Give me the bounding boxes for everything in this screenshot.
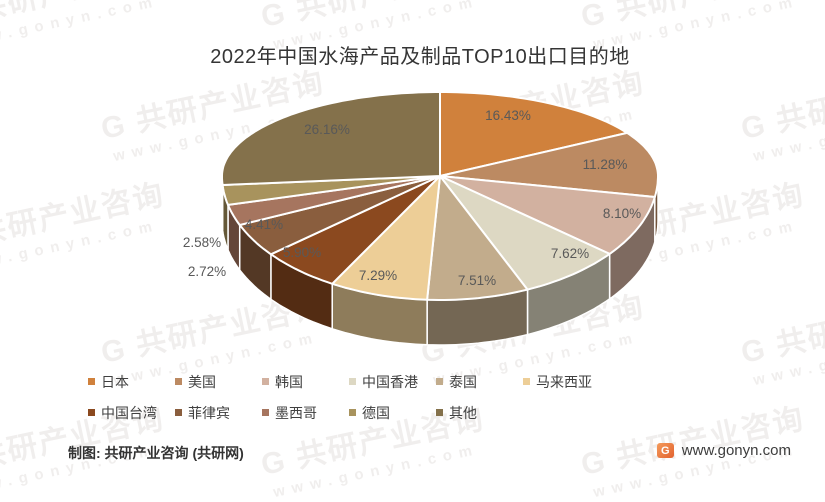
legend-label: 泰国 xyxy=(449,373,477,390)
legend-label: 菲律宾 xyxy=(188,404,230,421)
legend-swatch-icon xyxy=(175,378,182,385)
legend-item-0: 日本 xyxy=(88,372,175,392)
legend-item-7: 菲律宾 xyxy=(175,403,262,423)
pie-chart: 16.43% 11.28% 8.10% 7.62% 7.51% 7.29% 5.90%4.4… xyxy=(183,91,659,346)
legend-swatch-icon xyxy=(88,378,95,385)
pie-value-label-9: 2.58% xyxy=(183,235,221,250)
legend-item-2: 韩国 xyxy=(262,372,349,392)
legend-row: 日本 美国 韩国 中国香港 泰国 马来西亚 xyxy=(88,366,788,397)
legend-label: 中国香港 xyxy=(362,373,418,390)
chart-legend: 日本 美国 韩国 中国香港 泰国 马来西亚 中国台湾 菲律宾 墨西哥 德国 其他 xyxy=(88,366,788,428)
legend-swatch-icon xyxy=(523,378,530,385)
pie-value-label-0: 16.43% xyxy=(485,108,531,123)
legend-label: 美国 xyxy=(188,373,216,390)
footer-site: G www.gonyn.com xyxy=(656,442,791,459)
pie-slice-0 xyxy=(439,91,629,177)
pie-value-label-4: 7.51% xyxy=(458,273,496,288)
site-url-link[interactable]: www.gonyn.com xyxy=(681,442,791,459)
legend-label: 墨西哥 xyxy=(275,404,317,421)
pie-slice-3 xyxy=(439,175,611,291)
legend-swatch-icon xyxy=(436,409,443,416)
pie-slice-10 xyxy=(221,91,441,186)
gonyn-logo-icon: G xyxy=(656,443,674,458)
legend-item-3: 中国香港 xyxy=(349,372,436,392)
legend-item-9: 德国 xyxy=(349,403,436,423)
legend-swatch-icon xyxy=(262,409,269,416)
pie-value-label-7: 4.41% xyxy=(245,217,283,232)
legend-label: 德国 xyxy=(362,404,390,421)
legend-item-1: 美国 xyxy=(175,372,262,392)
legend-item-4: 泰国 xyxy=(436,372,523,392)
legend-label: 其他 xyxy=(449,404,477,421)
legend-row: 中国台湾 菲律宾 墨西哥 德国 其他 xyxy=(88,397,788,428)
legend-label: 中国台湾 xyxy=(101,404,157,421)
legend-swatch-icon xyxy=(436,378,443,385)
pie-slice-6 xyxy=(269,175,441,285)
legend-label: 马来西亚 xyxy=(536,373,592,390)
legend-item-8: 墨西哥 xyxy=(262,403,349,423)
pie-value-label-2: 8.10% xyxy=(603,206,641,221)
legend-label: 韩国 xyxy=(275,373,303,390)
pie-value-label-1: 11.28% xyxy=(583,157,628,172)
legend-swatch-icon xyxy=(262,378,269,385)
legend-swatch-icon xyxy=(349,378,356,385)
pie-slice-4 xyxy=(426,175,529,301)
legend-item-5: 马来西亚 xyxy=(523,372,610,392)
pie-slice-7 xyxy=(238,175,441,256)
legend-item-10: 其他 xyxy=(436,403,523,423)
legend-swatch-icon xyxy=(88,409,95,416)
pie-slice-5 xyxy=(331,175,441,301)
footer-credit: 制图: 共研产业咨询 (共研网) xyxy=(68,445,244,461)
legend-item-6: 中国台湾 xyxy=(88,403,175,423)
pie-value-label-5: 7.29% xyxy=(359,268,397,283)
chart-title: 2022年中国水海产品及制品TOP10出口目的地 xyxy=(210,46,630,68)
pie-value-label-3: 7.62% xyxy=(551,246,589,261)
pie-value-label-8: 2.72% xyxy=(188,264,226,279)
legend-label: 日本 xyxy=(101,373,129,390)
pie-value-label-10: 26.16% xyxy=(304,122,350,137)
legend-swatch-icon xyxy=(349,409,356,416)
pie-value-label-6: 5.90% xyxy=(283,245,321,260)
pie-slice-2 xyxy=(439,175,656,255)
legend-swatch-icon xyxy=(175,409,182,416)
